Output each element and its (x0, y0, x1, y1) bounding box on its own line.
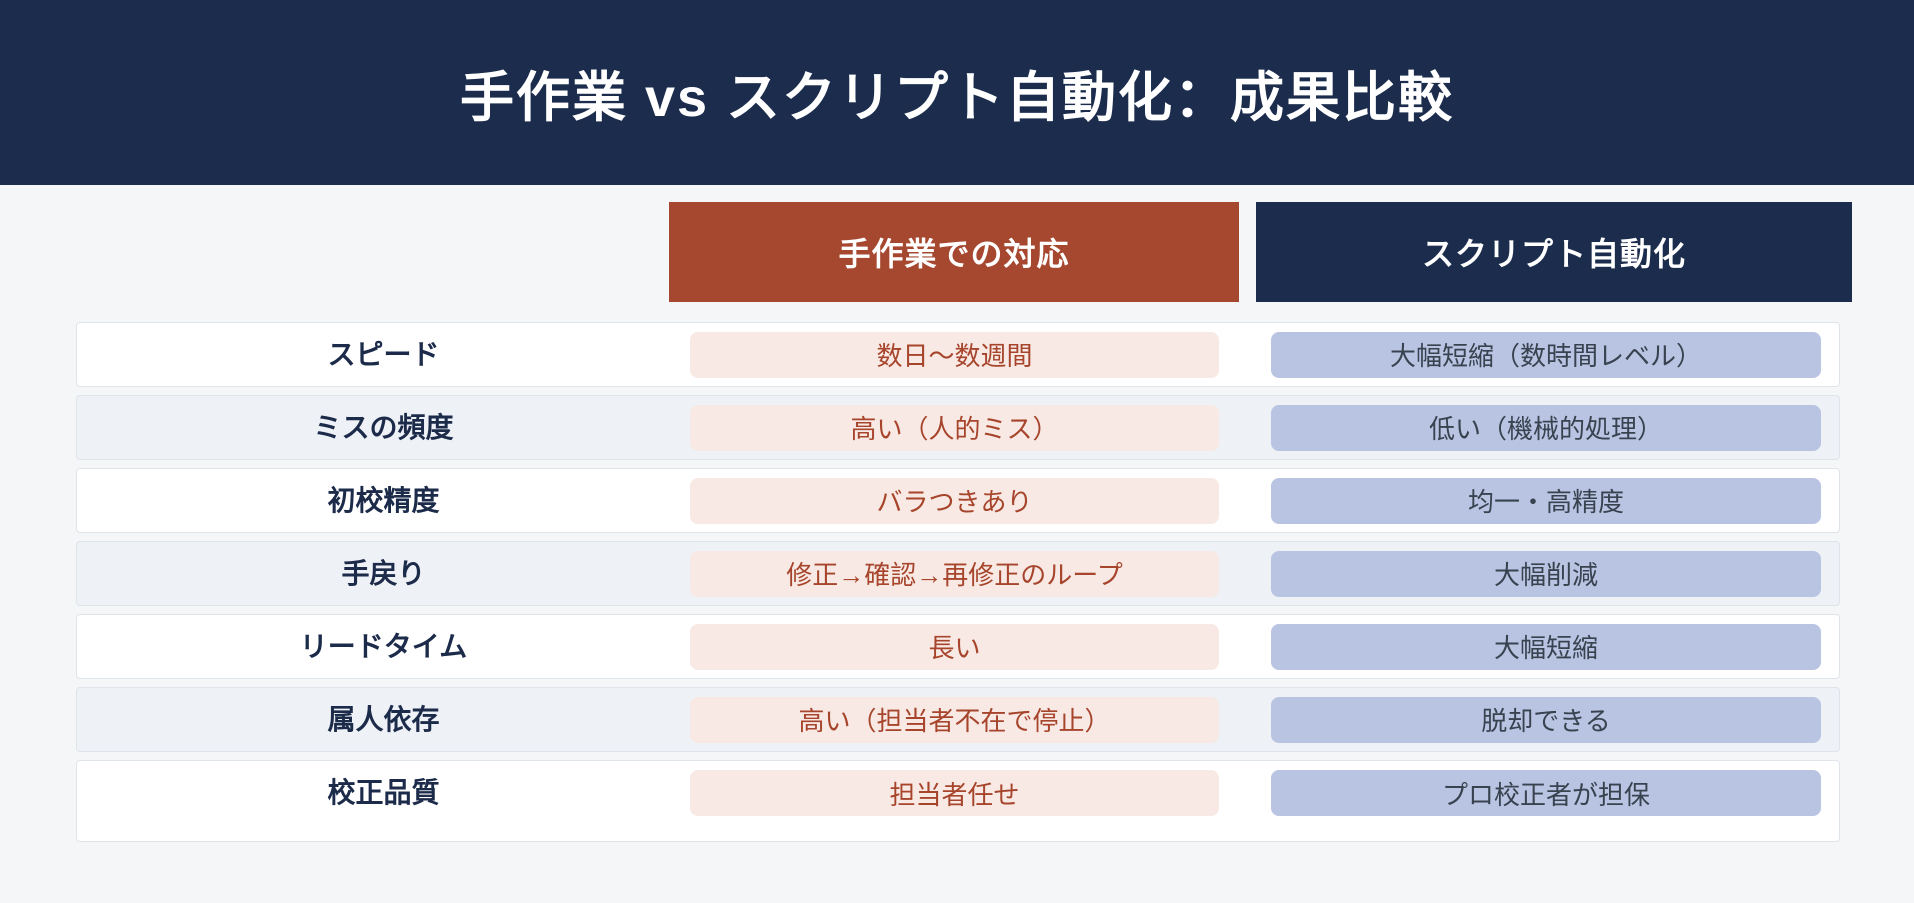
table-row: 属人依存 高い（担当者不在で停止） 脱却できる (76, 687, 1840, 752)
column-header-script: スクリプト自動化 (1256, 202, 1852, 302)
comparison-table: スピード 数日〜数週間 大幅短縮（数時間レベル） ミスの頻度 高い（人的ミス） … (76, 322, 1840, 842)
manual-value-pill: 数日〜数週間 (690, 331, 1219, 378)
table-row: スピード 数日〜数週間 大幅短縮（数時間レベル） (76, 322, 1840, 387)
table-row: 初校精度 バラつきあり 均一・高精度 (76, 468, 1840, 533)
manual-value-pill: バラつきあり (690, 477, 1219, 524)
row-label: 校正品質 (327, 777, 440, 808)
column-header-script-label: スクリプト自動化 (1421, 236, 1686, 272)
script-value-pill: プロ校正者が担保 (1271, 770, 1821, 816)
table-row: ミスの頻度 高い（人的ミス） 低い（機械的処理） (76, 395, 1840, 460)
script-value-pill: 脱却できる (1271, 696, 1821, 743)
manual-value-pill: 高い（人的ミス） (690, 404, 1219, 451)
page-title: 手作業 vs スクリプト自動化：成果比較 (459, 68, 1455, 128)
script-value-pill: 大幅短縮 (1271, 623, 1821, 670)
script-value-pill: 均一・高精度 (1271, 477, 1821, 524)
table-row: 手戻り 修正→確認→再修正のループ 大幅削減 (76, 541, 1840, 606)
manual-value-pill: 担当者任せ (690, 770, 1219, 816)
script-value-pill: 低い（機械的処理） (1271, 404, 1821, 451)
table-row: 校正品質 担当者任せ プロ校正者が担保 (76, 760, 1840, 842)
manual-value-pill: 長い (690, 623, 1219, 670)
title-banner: 手作業 vs スクリプト自動化：成果比較 (0, 0, 1914, 185)
row-label: 手戻り (341, 557, 426, 589)
row-label: リードタイム (299, 630, 468, 662)
row-label: 初校精度 (327, 484, 440, 516)
row-label: ミスの頻度 (313, 411, 454, 443)
column-header-manual-label: 手作業での対応 (838, 236, 1070, 272)
column-header-manual: 手作業での対応 (669, 202, 1239, 302)
script-value-pill: 大幅短縮（数時間レベル） (1271, 331, 1821, 378)
row-label: スピード (327, 338, 440, 370)
manual-value-pill: 高い（担当者不在で停止） (690, 696, 1219, 743)
manual-value-pill: 修正→確認→再修正のループ (690, 550, 1219, 597)
script-value-pill: 大幅削減 (1271, 550, 1821, 597)
table-row: リードタイム 長い 大幅短縮 (76, 614, 1840, 679)
row-label: 属人依存 (327, 703, 440, 735)
